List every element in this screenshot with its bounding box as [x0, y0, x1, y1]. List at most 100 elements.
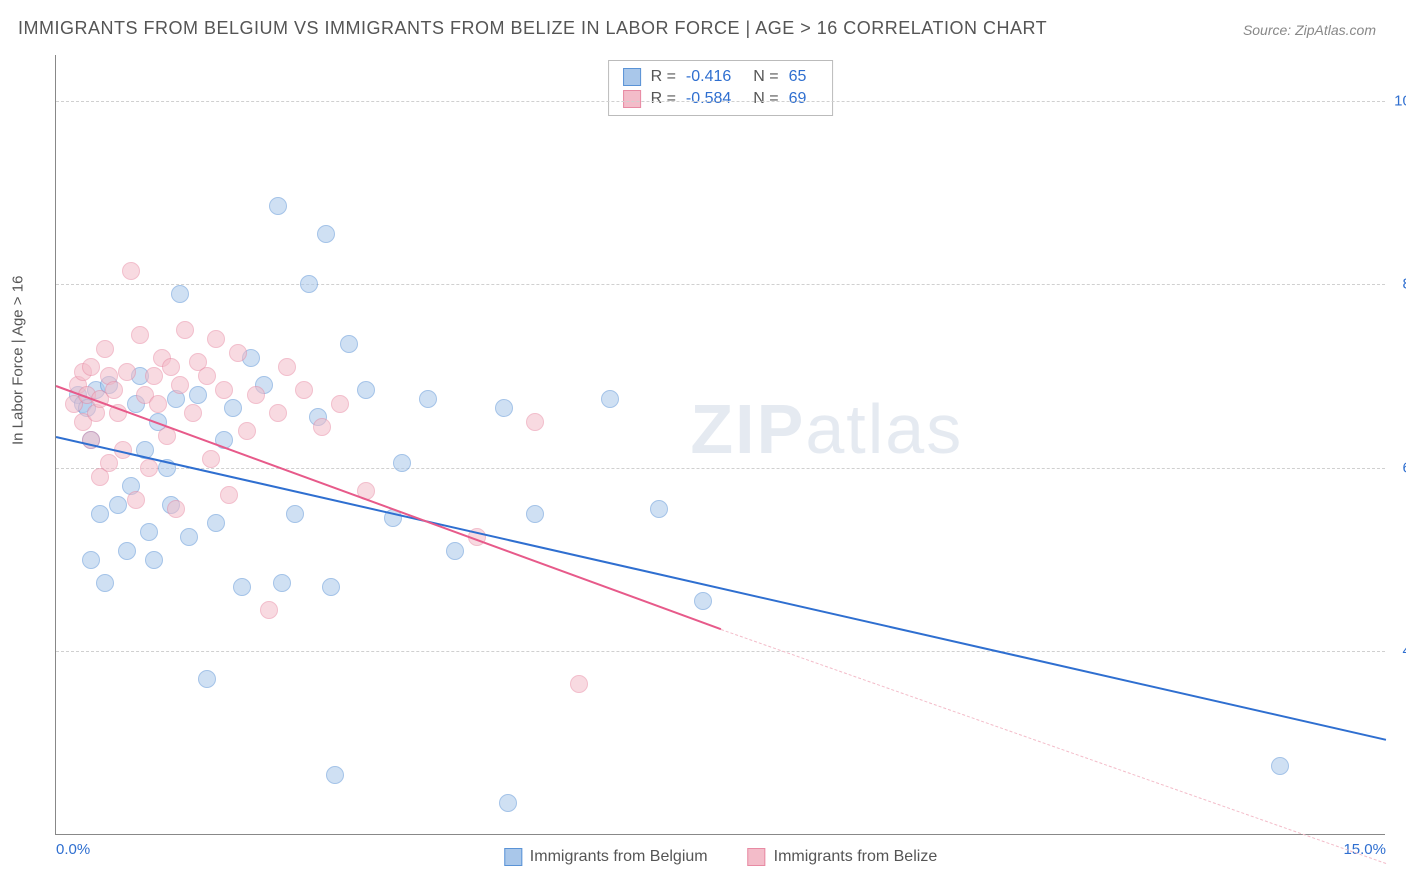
scatter-point	[650, 500, 668, 518]
scatter-point	[202, 450, 220, 468]
chart-title: IMMIGRANTS FROM BELGIUM VS IMMIGRANTS FR…	[18, 18, 1047, 39]
scatter-point	[495, 399, 513, 417]
scatter-point	[215, 381, 233, 399]
watermark-zip: ZIP	[690, 390, 805, 468]
n-value-belgium: 65	[789, 68, 807, 86]
scatter-point	[96, 340, 114, 358]
scatter-point	[82, 551, 100, 569]
watermark-atlas: atlas	[805, 390, 963, 468]
scatter-point	[149, 395, 167, 413]
scatter-point	[184, 404, 202, 422]
y-tick-label: 40.0%	[1402, 643, 1406, 660]
r-value-belgium: -0.416	[686, 68, 731, 86]
scatter-point	[526, 413, 544, 431]
scatter-point	[82, 358, 100, 376]
scatter-point	[207, 330, 225, 348]
gridline-h	[56, 651, 1385, 652]
stats-row-belgium: R = -0.416 N = 65	[623, 66, 819, 88]
scatter-point	[300, 275, 318, 293]
scatter-point	[220, 486, 238, 504]
scatter-point	[269, 197, 287, 215]
scatter-point	[91, 505, 109, 523]
scatter-point	[122, 262, 140, 280]
scatter-point	[140, 459, 158, 477]
scatter-point	[131, 326, 149, 344]
scatter-point	[224, 399, 242, 417]
r-value-belize: -0.584	[686, 90, 731, 108]
swatch-belgium	[504, 848, 522, 866]
y-axis-label: In Labor Force | Age > 16	[10, 275, 27, 444]
scatter-point	[526, 505, 544, 523]
scatter-point	[1271, 757, 1289, 775]
scatter-point	[118, 363, 136, 381]
scatter-point	[118, 542, 136, 560]
scatter-point	[322, 578, 340, 596]
scatter-point	[331, 395, 349, 413]
scatter-point	[109, 496, 127, 514]
correlation-stats-box: R = -0.416 N = 65 R = -0.584 N = 69	[608, 60, 834, 116]
scatter-point	[105, 381, 123, 399]
scatter-point	[393, 454, 411, 472]
scatter-point	[207, 514, 225, 532]
scatter-point	[317, 225, 335, 243]
gridline-h	[56, 101, 1385, 102]
scatter-point	[357, 381, 375, 399]
scatter-point	[233, 578, 251, 596]
scatter-point	[419, 390, 437, 408]
x-tick-label: 0.0%	[56, 841, 90, 858]
watermark: ZIPatlas	[690, 389, 963, 469]
scatter-point	[171, 376, 189, 394]
n-label: N =	[753, 68, 778, 86]
n-value-belize: 69	[789, 90, 807, 108]
scatter-point	[162, 358, 180, 376]
scatter-point	[167, 500, 185, 518]
scatter-point	[140, 523, 158, 541]
trend-line	[56, 385, 722, 630]
scatter-point	[145, 551, 163, 569]
scatter-point	[273, 574, 291, 592]
plot-area: In Labor Force | Age > 16 ZIPatlas R = -…	[55, 55, 1385, 835]
stats-row-belize: R = -0.584 N = 69	[623, 88, 819, 110]
scatter-point	[100, 454, 118, 472]
trend-line	[56, 436, 1386, 741]
scatter-point	[145, 367, 163, 385]
legend: Immigrants from Belgium Immigrants from …	[504, 848, 937, 866]
scatter-point	[229, 344, 247, 362]
swatch-belgium	[623, 68, 641, 86]
legend-item-belize: Immigrants from Belize	[748, 848, 938, 866]
scatter-point	[189, 386, 207, 404]
scatter-point	[326, 766, 344, 784]
r-label: R =	[651, 90, 676, 108]
swatch-belize	[748, 848, 766, 866]
scatter-point	[238, 422, 256, 440]
scatter-point	[127, 491, 145, 509]
legend-label-belgium: Immigrants from Belgium	[530, 848, 708, 866]
scatter-point	[446, 542, 464, 560]
scatter-point	[260, 601, 278, 619]
r-label: R =	[651, 68, 676, 86]
scatter-point	[694, 592, 712, 610]
scatter-point	[340, 335, 358, 353]
scatter-point	[278, 358, 296, 376]
y-tick-label: 60.0%	[1402, 459, 1406, 476]
scatter-point	[570, 675, 588, 693]
scatter-point	[198, 367, 216, 385]
scatter-point	[295, 381, 313, 399]
gridline-h	[56, 468, 1385, 469]
chart-source: Source: ZipAtlas.com	[1243, 22, 1376, 38]
scatter-point	[269, 404, 287, 422]
scatter-point	[601, 390, 619, 408]
scatter-point	[171, 285, 189, 303]
legend-label-belize: Immigrants from Belize	[774, 848, 938, 866]
scatter-point	[180, 528, 198, 546]
scatter-point	[247, 386, 265, 404]
swatch-belize	[623, 90, 641, 108]
gridline-h	[56, 284, 1385, 285]
scatter-point	[499, 794, 517, 812]
n-label: N =	[753, 90, 778, 108]
scatter-point	[198, 670, 216, 688]
y-tick-label: 80.0%	[1402, 276, 1406, 293]
scatter-point	[286, 505, 304, 523]
scatter-point	[176, 321, 194, 339]
legend-item-belgium: Immigrants from Belgium	[504, 848, 708, 866]
